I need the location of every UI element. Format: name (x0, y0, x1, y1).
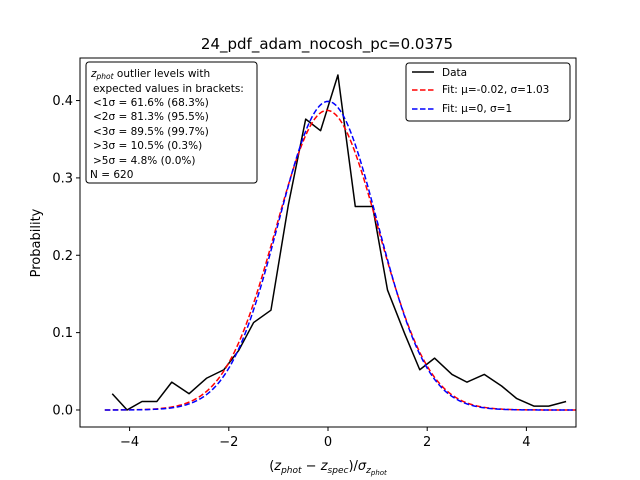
chart-title: 24_pdf_adam_nocosh_pc=0.0375 (201, 35, 453, 54)
x-axis: −4 −2 0 2 4 (120, 427, 531, 450)
stats-line-gt5sigma: >5σ = 4.8% (0.0%) (93, 155, 196, 167)
legend: Data Fit: μ=-0.02, σ=1.03 Fit: μ=0, σ=1 (405, 62, 571, 122)
legend-label-fit-blue: Fit: μ=0, σ=1 (442, 103, 512, 115)
y-tick-label: 0.0 (52, 403, 73, 418)
y-tick-label: 0.1 (52, 326, 73, 341)
stats-box-frame (85, 61, 258, 184)
y-axis-label: Probability (29, 208, 44, 277)
stats-line-gt3sigma: >3σ = 10.5% (0.3%) (93, 140, 202, 152)
series-layer (104, 74, 576, 411)
y-tick-label: 0.4 (52, 94, 73, 109)
x-tick-label: 0 (324, 435, 332, 450)
stats-line-count: N = 620 (90, 169, 133, 181)
series-fit-red-line (104, 109, 576, 411)
x-tick-label: −4 (120, 435, 139, 450)
y-axis: 0.0 0.1 0.2 0.3 0.4 (52, 94, 80, 418)
series-data-line (111, 74, 567, 411)
legend-label-fit-red: Fit: μ=-0.02, σ=1.03 (442, 84, 549, 96)
y-tick-label: 0.3 (52, 171, 73, 186)
stats-line-3sigma: <3σ = 89.5% (99.7%) (93, 126, 209, 138)
x-tick-label: 2 (423, 435, 431, 450)
stats-line-header: zphot outlier levels with (90, 68, 210, 81)
y-tick-label: 0.2 (52, 249, 73, 264)
stats-line-2sigma: <2σ = 81.3% (95.5%) (93, 111, 209, 123)
legend-frame (405, 62, 571, 122)
legend-label-data: Data (442, 67, 467, 79)
x-tick-label: −2 (219, 435, 238, 450)
stats-line-subheader: expected values in brackets: (93, 83, 244, 95)
x-tick-label: 4 (522, 435, 530, 450)
stats-line-1sigma: <1σ = 61.6% (68.3%) (93, 97, 209, 109)
stats-box: zphot outlier levels with expected value… (85, 61, 258, 184)
series-fit-blue-line (104, 100, 576, 411)
